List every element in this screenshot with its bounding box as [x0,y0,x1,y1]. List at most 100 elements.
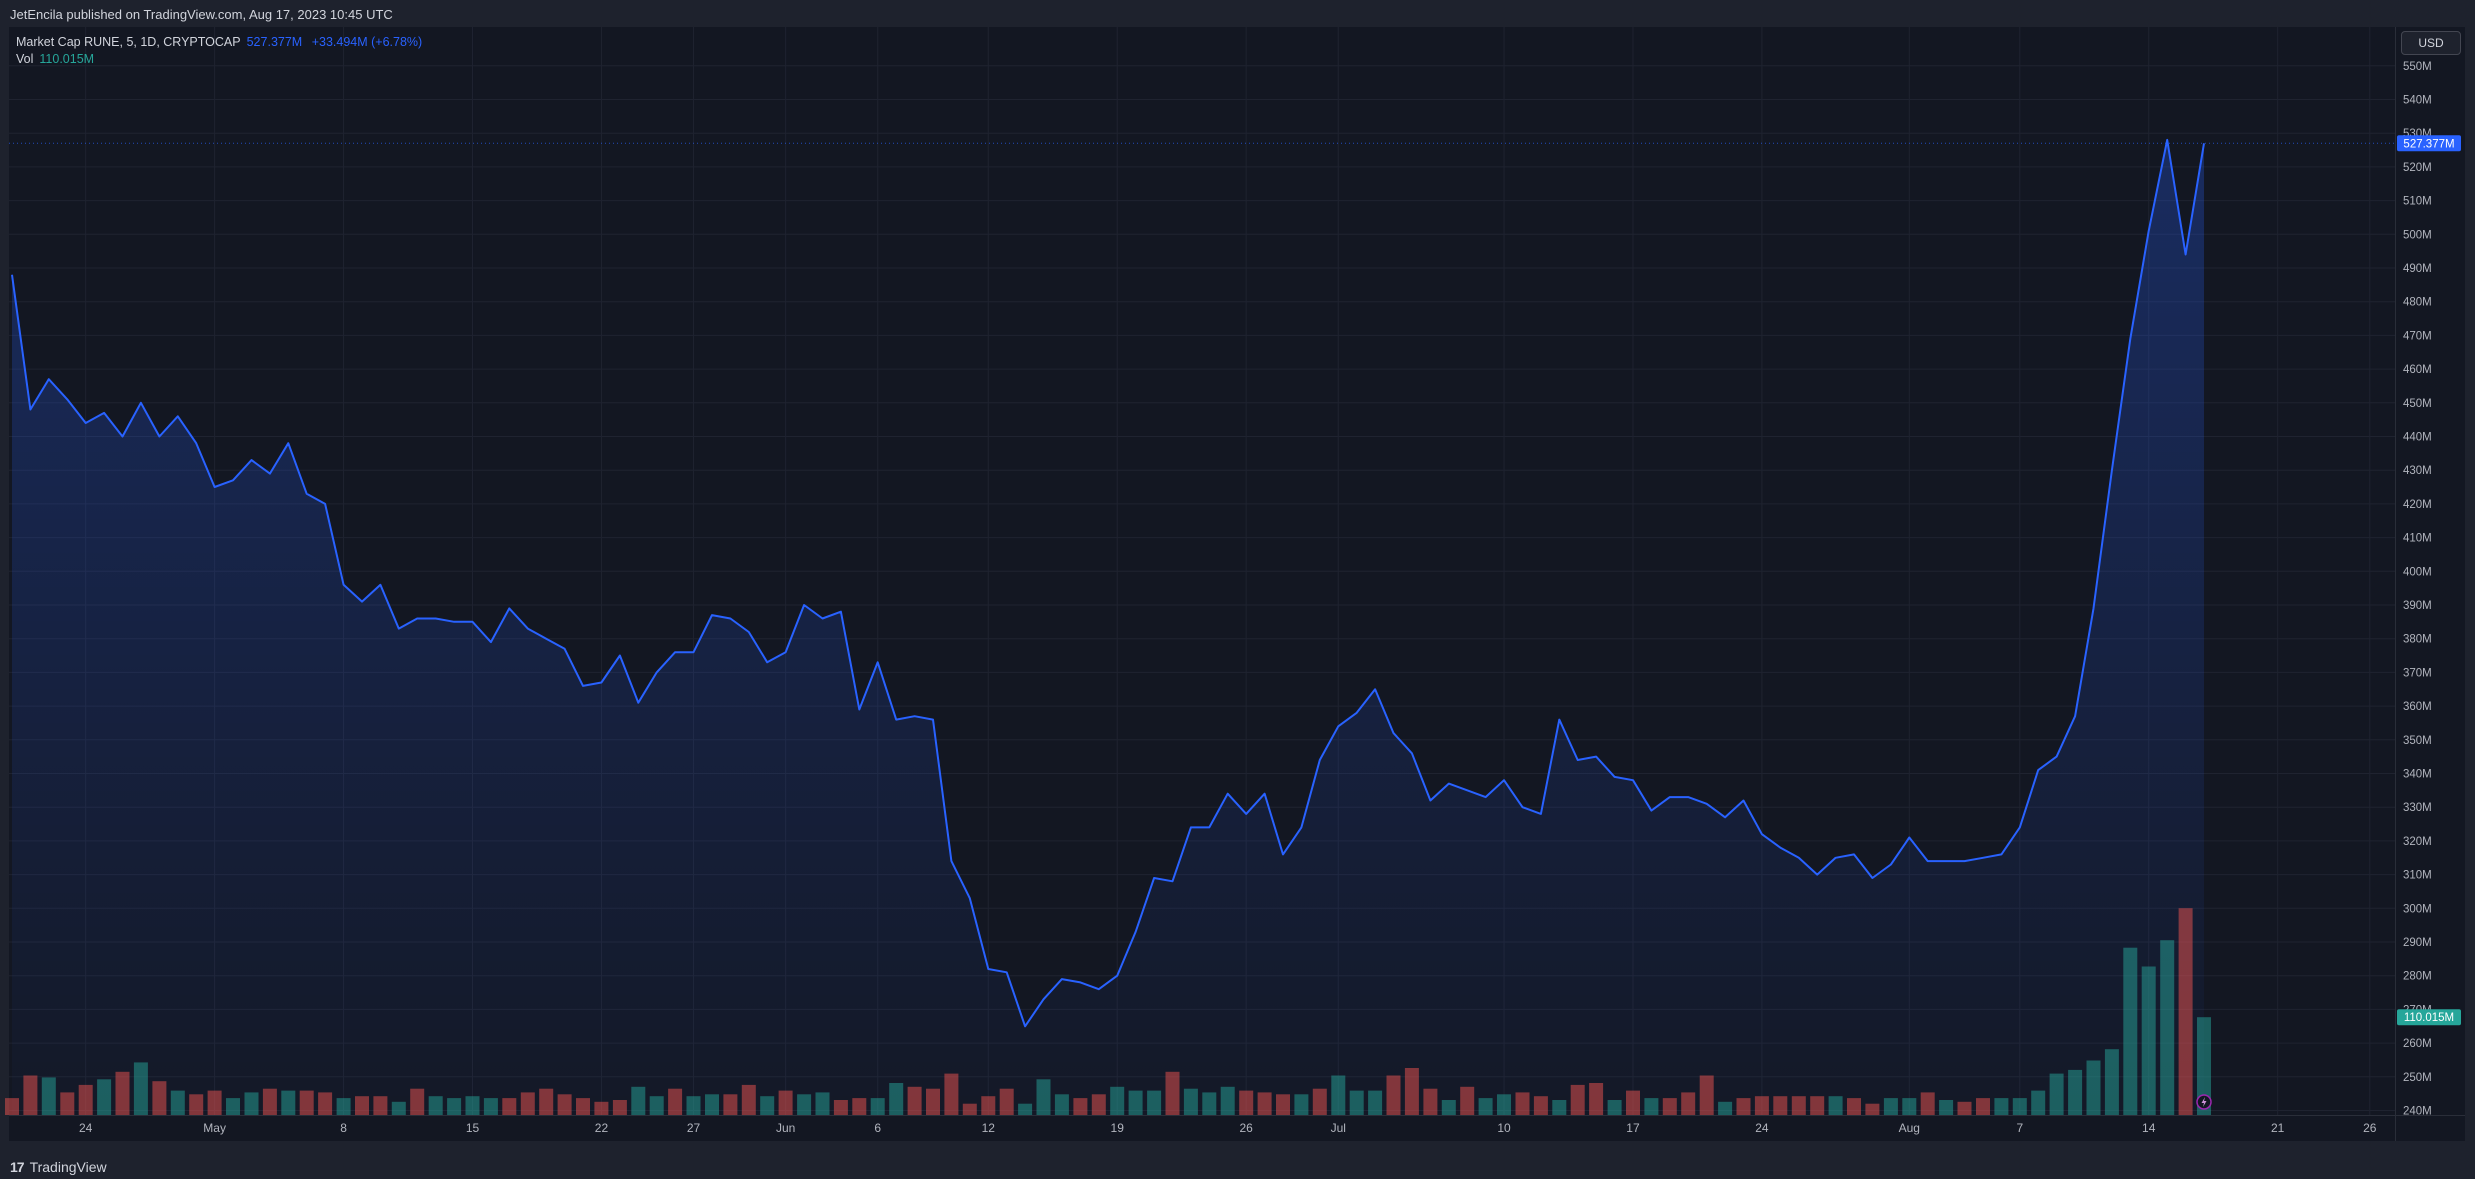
volume-bar [1976,1098,1990,1115]
chart-area[interactable]: 550M 540M 530M 520M 510M 500M 490M 480M 470M 460M… [0,27,2475,1159]
x-tick-label: 8 [340,1121,347,1135]
y-tick-label: 300M [2403,903,2432,915]
tradingview-brand[interactable]: 17 TradingView [10,1159,107,1175]
price-chart[interactable]: 550M540M530M520M510M500M490M480M470M460M… [0,27,2475,1159]
volume-bar [1552,1100,1567,1115]
volume-bar [2104,1049,2119,1115]
y-tick-label: 540M [2403,95,2432,107]
y-tick-label: 240M [2403,1106,2432,1118]
currency-button[interactable]: USD [2401,31,2461,55]
volume-bar [1699,1075,1714,1115]
footer-bar: 17 TradingView [0,1159,2475,1179]
y-tick-label: 490M [2403,263,2432,275]
y-tick-label: 440M [2403,432,2432,444]
legend-symbol: Market Cap RUNE, 5, 1D, CRYPTOCAP [16,35,241,49]
legend-vol-label: Vol [16,52,34,66]
volume-bar [1202,1092,1217,1115]
volume-bar [1497,1094,1511,1115]
volume-bar [1018,1103,1033,1115]
volume-bar [631,1086,646,1115]
time-axis-background [9,1115,2465,1141]
volume-bar [1644,1098,1659,1115]
volume-bar [962,1103,977,1115]
volume-bar [281,1090,296,1115]
volume-bar [797,1094,812,1115]
volume-bar [1791,1096,1806,1115]
y-tick-label: 420M [2403,499,2432,511]
x-tick-label: 10 [1497,1121,1511,1135]
volume-bar [318,1092,333,1115]
volume-bar [1607,1100,1622,1115]
volume-bar [2160,940,2175,1115]
volume-bar [391,1101,406,1115]
volume-bar [1939,1100,1954,1115]
volume-bar [1920,1092,1935,1115]
volume-bar [226,1098,240,1115]
volume-bar [1515,1092,1530,1115]
volume-bar [1276,1094,1290,1115]
x-tick-label: 6 [874,1121,881,1135]
published-caption: JetEncila published on TradingView.com, … [10,7,393,22]
volume-bar [1257,1092,1272,1115]
volume-bar [78,1084,93,1115]
volume-bar [2197,1017,2211,1115]
y-tick-label: 460M [2403,364,2432,376]
volume-bar [1718,1101,1733,1115]
y-tick-label: 280M [2403,971,2432,983]
price-area-fill [12,139,2204,1115]
x-tick-label: 24 [79,1121,93,1135]
y-tick-label: 360M [2403,701,2432,713]
last-price-label: 527.377M [2403,138,2454,150]
last-price-badge [2397,135,2461,152]
y-tick-label: 310M [2403,870,2432,882]
legend-main-row: Market Cap RUNE, 5, 1D, CRYPTOCAP 527.377… [16,34,422,51]
volume-bar [1865,1103,1880,1115]
top-bar: JetEncila published on TradingView.com, … [0,0,2475,27]
volume-bar [520,1092,535,1115]
volume-bar [502,1098,517,1115]
volume-bar [1681,1092,1696,1115]
volume-bar [1054,1094,1069,1115]
y-tick-label: 510M [2403,196,2432,208]
volume-bar [1423,1088,1438,1115]
volume-bar [1662,1098,1677,1115]
x-tick-label: 21 [2271,1121,2285,1135]
volume-bar [705,1094,719,1115]
volume-bar [1754,1096,1769,1115]
legend-vol-value: 110.015M [39,52,95,66]
volume-bar [2049,1073,2064,1115]
volume-bar [5,1098,19,1115]
y-tick-label: 480M [2403,297,2432,309]
x-tick-label: 27 [687,1121,701,1135]
volume-bar [1773,1096,1788,1115]
volume-bar [133,1062,148,1115]
volume-bar [207,1090,222,1115]
legend-volume-row: Vol 110.015M [16,51,422,68]
last-volume-label: 110.015M [2404,1012,2454,1024]
volume-bar [723,1094,738,1115]
volume-bar [668,1088,683,1115]
volume-bar [2141,966,2156,1115]
y-tick-label: 260M [2403,1038,2432,1050]
volume-bar [852,1098,867,1115]
volume-bar [1239,1090,1254,1115]
volume-bar [336,1098,351,1115]
tradingview-logo-icon: 17 [10,1159,25,1175]
legend-change: +33.494M (+6.78%) [311,35,423,49]
volume-bar [152,1081,167,1115]
volume-bar [1128,1090,1143,1115]
y-tick-label: 370M [2403,667,2432,679]
volume-bar [981,1096,996,1115]
volume-bar [373,1096,388,1115]
volume-bar [60,1092,75,1115]
y-tick-label: 520M [2403,162,2432,174]
volume-bar [1810,1096,1825,1115]
volume-bar [741,1084,756,1115]
volume-bar [1147,1090,1162,1115]
volume-bar [170,1090,185,1115]
volume-bar [1404,1068,1419,1115]
volume-bar [594,1101,609,1115]
y-tick-label: 400M [2403,566,2432,578]
volume-bar [2123,947,2138,1115]
volume-bar [1736,1098,1751,1115]
